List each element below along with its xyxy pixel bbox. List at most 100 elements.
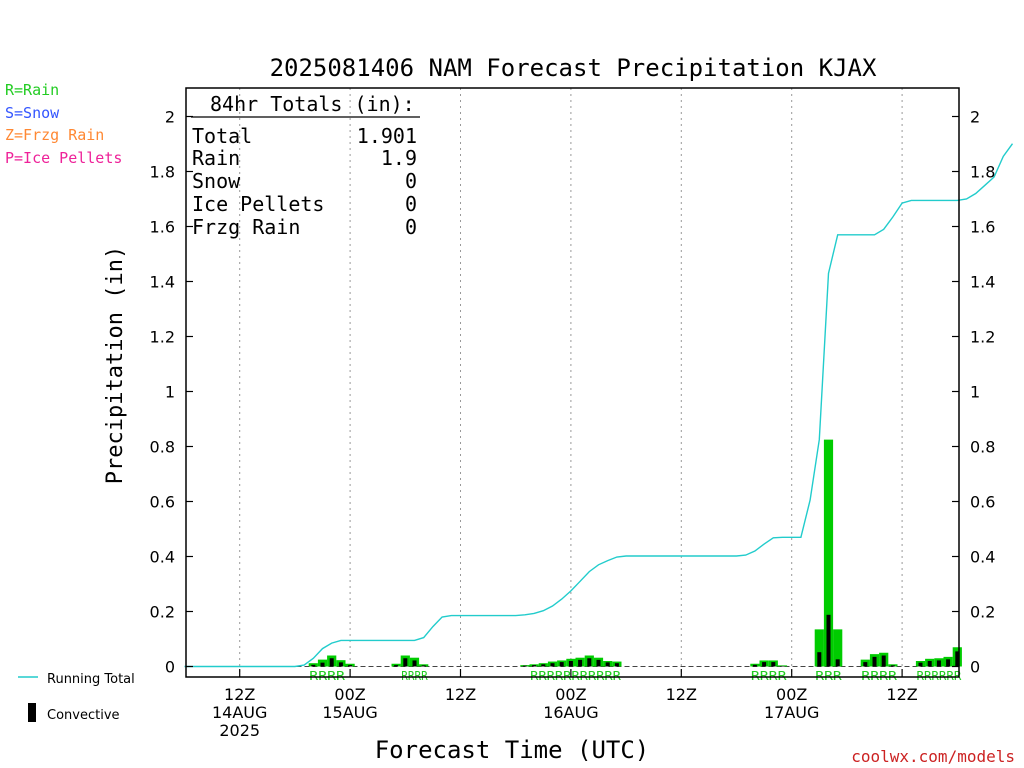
convective-bar-5 <box>394 665 399 667</box>
x-tick-label-0-2: 2025 <box>219 721 260 740</box>
convective-bar-10 <box>532 665 537 667</box>
x-tick-label-4-0: 12Z <box>666 685 697 704</box>
y-tick-label-left-10: 2 <box>165 108 175 127</box>
convective-bar-4 <box>348 665 353 667</box>
x-tick-label-0-0: 12Z <box>224 685 255 704</box>
y-tick-label-left-6: 1.2 <box>150 328 175 347</box>
legend-ice-pellets: P=Ice Pellets <box>5 149 122 167</box>
totals-label-frzg-rain: Frzg Rain <box>192 215 300 239</box>
y-tick-label-right-6: 1.2 <box>970 328 995 347</box>
y-tick-label-right-9: 1.8 <box>970 163 995 182</box>
y-tick-label-left-2: 0.4 <box>150 548 175 567</box>
y-tick-label-left-4: 0.8 <box>150 438 175 457</box>
convective-bar-20 <box>752 664 757 667</box>
convective-bar-11 <box>541 664 546 667</box>
y-tick-label-right-0: 0 <box>970 658 980 677</box>
convective-bar-23 <box>780 665 785 667</box>
convective-bar-26 <box>835 659 840 667</box>
precip-bar-26 <box>833 629 843 667</box>
y-tick-label-right-3: 0.6 <box>970 493 995 512</box>
convective-bar-32 <box>927 661 932 667</box>
series-legend: Running Total Convective <box>18 672 135 723</box>
legend-rain: R=Rain <box>5 81 59 99</box>
y-axis-left: 0 0.2 0.4 0.6 0.8 1 1.2 1.4 1.6 1.8 2 <box>150 108 193 677</box>
convective-bar-18 <box>605 662 610 667</box>
convective-bar-19 <box>614 663 619 667</box>
convective-bar-35 <box>955 651 960 667</box>
totals-label-snow: Snow <box>192 169 241 193</box>
y-tick-label-left-0: 0 <box>165 658 175 677</box>
convective-bar-27 <box>863 662 868 667</box>
type-legend: R=Rain S=Snow Z=Frzg Rain P=Ice Pellets <box>5 81 122 167</box>
y-tick-label-left-5: 1 <box>165 383 175 402</box>
convective-swatch <box>28 703 36 722</box>
convective-bar-30 <box>890 665 895 667</box>
credit-text: coolwx.com/models <box>851 747 1015 766</box>
vertical-grid <box>184 88 959 677</box>
convective-bar-15 <box>578 659 583 667</box>
convective-bar-22 <box>771 662 776 667</box>
x-tick-label-5-1: 17AUG <box>764 703 819 722</box>
convective-bar-0 <box>311 664 316 667</box>
y-tick-label-right-2: 0.4 <box>970 548 995 567</box>
totals-value-frzg-rain: 0 <box>405 215 417 239</box>
running-total-line <box>184 143 1014 668</box>
bars-layer <box>308 439 962 667</box>
y-tick-label-left-7: 1.4 <box>150 273 175 292</box>
convective-bar-17 <box>596 659 601 667</box>
totals-value-ice-pellets: 0 <box>405 192 417 216</box>
plot-frame <box>185 87 960 678</box>
x-axis-label: Forecast Time (UTC) <box>375 736 650 764</box>
convective-bar-29 <box>881 655 886 667</box>
x-tick-label-1-1: 15AUG <box>322 703 377 722</box>
precip-bar-25 <box>823 439 834 667</box>
totals-value-snow: 0 <box>405 169 417 193</box>
x-tick-label-6-0: 12Z <box>886 685 917 704</box>
convective-bar-1 <box>320 662 325 667</box>
convective-bar-2 <box>329 658 334 667</box>
y-tick-label-left-8: 1.6 <box>150 218 175 237</box>
y-tick-label-left-1: 0.2 <box>150 603 175 622</box>
y-tick-label-left-9: 1.8 <box>150 163 175 182</box>
precip-type-label-0: RRRR <box>309 669 346 683</box>
convective-bar-16 <box>587 658 592 667</box>
precip-bar-24 <box>814 629 824 667</box>
convective-bar-8 <box>421 665 426 667</box>
y-tick-label-right-1: 0.2 <box>970 603 995 622</box>
x-tick-label-1-0: 00Z <box>334 685 365 704</box>
y-axis-label: Precipitation (in) <box>103 246 128 484</box>
x-tick-label-3-0: 00Z <box>555 685 586 704</box>
convective-bar-12 <box>550 663 555 667</box>
convective-bar-34 <box>946 659 951 667</box>
convective-bar-33 <box>936 660 941 667</box>
totals-heading: 84hr Totals (in): <box>210 92 415 116</box>
convective-bar-31 <box>918 662 923 667</box>
x-tick-label-0-1: 14AUG <box>212 703 267 722</box>
y-tick-label-right-5: 1 <box>970 383 980 402</box>
y-tick-label-right-10: 2 <box>970 108 980 127</box>
convective-bar-24 <box>817 652 822 667</box>
convective-bar-3 <box>338 662 343 667</box>
precip-type-label-1: RRRR <box>401 669 428 683</box>
y-axis-right: 0 0.2 0.4 0.6 0.8 1 1.2 1.4 1.6 1.8 2 <box>952 108 995 677</box>
convective-bar-14 <box>568 661 573 667</box>
totals-value-rain: 1.9 <box>381 146 417 170</box>
precip-type-label-4: RRR <box>815 669 842 683</box>
precip-type-label-6: RRRRRR <box>917 669 963 683</box>
totals-label-total: Total <box>192 124 252 148</box>
precip-type-labels: RRRR RRRR RRRRRRRRRRR RRRR RRR RRRR RRRRRR <box>309 669 962 683</box>
running-total-layer <box>184 143 1014 668</box>
convective-bar-28 <box>872 656 877 667</box>
y-tick-label-right-8: 1.6 <box>970 218 995 237</box>
x-tick-label-2-0: 12Z <box>445 685 476 704</box>
precip-type-label-2: RRRRRRRRRRR <box>530 669 622 683</box>
convective-bar-25 <box>826 614 831 667</box>
convective-legend-label: Convective <box>47 708 120 723</box>
totals-value-total: 1.901 <box>357 124 417 148</box>
convective-bar-21 <box>762 662 767 667</box>
convective-bar-6 <box>403 658 408 667</box>
running-total-legend-label: Running Total <box>47 672 135 687</box>
y-tick-label-right-7: 1.4 <box>970 273 995 292</box>
